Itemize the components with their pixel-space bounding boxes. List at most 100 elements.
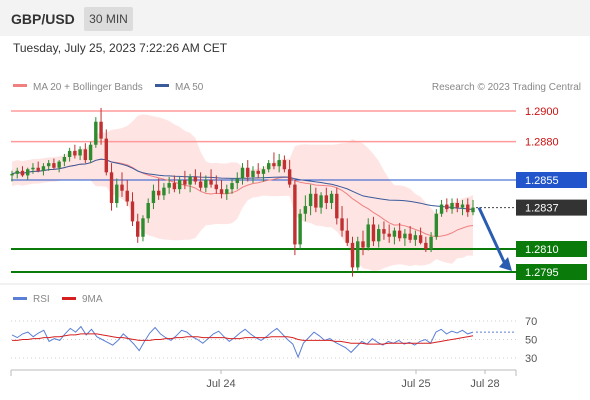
candle-body <box>293 184 297 245</box>
candle-body <box>272 163 276 167</box>
ma-bb-legend-label: MA 20 + Bollinger Bands <box>33 82 143 93</box>
candle-body <box>151 190 156 203</box>
candle-body <box>141 218 145 237</box>
candle-body <box>115 184 119 203</box>
candle-body <box>130 201 135 222</box>
bollinger-band <box>12 114 473 272</box>
level-tag-1.2855 <box>516 172 587 188</box>
ma50-legend-swatch <box>155 84 169 87</box>
candle-body <box>460 204 465 208</box>
candle-body <box>439 204 444 214</box>
candle-body <box>246 167 250 177</box>
candle-body <box>109 172 114 203</box>
candle-body <box>225 189 229 194</box>
candle-body <box>345 230 349 243</box>
candle-body <box>308 193 313 207</box>
candle-body <box>172 183 177 190</box>
candle-body <box>287 169 292 185</box>
candle-body <box>36 167 40 171</box>
candle-body <box>455 203 459 208</box>
ma50-legend-label: MA 50 <box>175 82 204 93</box>
level-label-1.2810: 1.2810 <box>525 244 559 256</box>
rsi-legend-label: RSI <box>33 294 50 305</box>
timestamp: Tuesday, July 25, 2023 7:22:26 AM CET <box>13 41 228 55</box>
candle-body <box>162 187 166 196</box>
candle-body <box>356 241 360 268</box>
candle-body <box>303 206 308 214</box>
candle-body <box>240 167 245 179</box>
candle-body <box>167 183 171 188</box>
rsi-tick-30: 30 <box>525 353 537 365</box>
candle-body <box>408 233 412 240</box>
forecast-arrow-head <box>499 257 512 271</box>
candle-body <box>10 173 14 176</box>
ma9-legend-swatch <box>62 297 76 300</box>
candle-body <box>125 190 129 202</box>
x-tick-label: Jul 25 <box>401 378 430 390</box>
candle-body <box>99 121 103 139</box>
credit-text: Research © 2023 Trading Central <box>432 82 581 93</box>
candle-body <box>251 170 255 177</box>
rsi-series-RSI <box>11 325 474 359</box>
rsi-series-9MA <box>12 333 474 345</box>
level-label-1.2880: 1.2880 <box>525 137 559 149</box>
candle-body <box>83 149 88 161</box>
candle-body <box>136 221 140 237</box>
rsi-tick-70: 70 <box>525 316 537 328</box>
candle-body <box>261 169 266 174</box>
last-price-tag <box>516 199 587 216</box>
candle-body <box>26 169 30 176</box>
candle-body <box>193 176 198 182</box>
candle-body <box>31 167 35 170</box>
candle-body <box>52 163 56 168</box>
candle-body <box>382 229 386 234</box>
candle-body <box>204 180 208 188</box>
candle-body <box>350 242 355 268</box>
last-price-label: 1.2837 <box>525 203 559 215</box>
rsi-tick-50: 50 <box>525 335 537 347</box>
candle-body <box>366 224 370 248</box>
x-tick-label: Jul 24 <box>206 378 235 390</box>
candle-body <box>466 204 470 213</box>
candle-body <box>445 204 449 210</box>
candle-body <box>20 170 25 176</box>
candle-body <box>413 235 418 240</box>
candle-body <box>88 144 93 161</box>
candle-body <box>335 193 339 219</box>
candle-body <box>277 160 281 167</box>
candle-body <box>230 183 234 190</box>
candle-body <box>67 150 72 157</box>
candle-body <box>73 150 77 156</box>
candle-body <box>450 203 454 210</box>
candle-body <box>198 181 203 188</box>
candle-body <box>392 230 397 237</box>
candle-body <box>429 236 433 249</box>
candle-body <box>329 193 334 203</box>
instrument-title: GBP/USD <box>11 11 75 27</box>
candle-body <box>120 184 124 191</box>
header-bar: GBP/USD 30 MIN <box>0 0 590 36</box>
candle-body <box>324 195 329 203</box>
x-tick-label: Jul 28 <box>470 378 499 390</box>
level-label-1.2855: 1.2855 <box>525 175 559 187</box>
candle-body <box>104 138 108 173</box>
candle-body <box>319 195 323 208</box>
candle-body <box>78 149 82 156</box>
rsi-legend-swatch <box>13 297 27 300</box>
candle-body <box>361 241 365 248</box>
candle-body <box>62 157 67 162</box>
candle-body <box>214 184 219 190</box>
candle-body <box>266 163 271 170</box>
candle-body <box>15 170 19 174</box>
candle-body <box>41 166 46 171</box>
candle-body <box>177 180 182 190</box>
candle-body <box>256 170 260 174</box>
ma9-legend-label: 9MA <box>82 294 103 305</box>
timeframe-badge[interactable]: 30 MIN <box>84 7 133 31</box>
candle-body <box>434 213 439 237</box>
candle-body <box>418 235 423 243</box>
candle-body <box>146 203 150 219</box>
candle-body <box>235 178 239 184</box>
